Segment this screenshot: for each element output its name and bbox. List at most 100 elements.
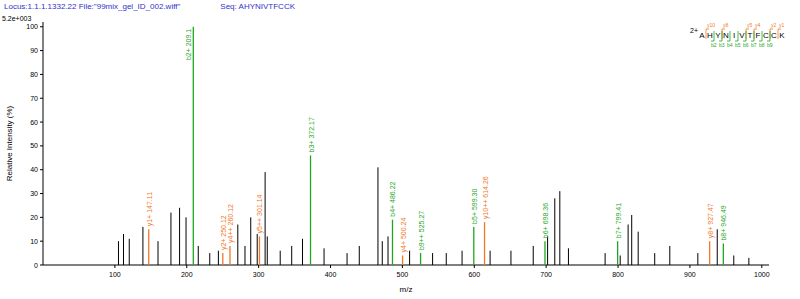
peak: [388, 236, 389, 265]
residue: I: [733, 31, 735, 40]
x-tick-label: 200: [181, 271, 193, 278]
peak: [123, 234, 124, 265]
x-tick-label: 1000: [754, 271, 770, 278]
peak: [179, 208, 180, 265]
peak-label: b2+ 209.1: [185, 29, 192, 60]
peak: [280, 251, 281, 265]
y-tick-label: 30: [30, 190, 38, 197]
residue: N: [723, 31, 729, 40]
y-mark-label: y4: [755, 22, 761, 28]
residue: T: [748, 31, 753, 40]
b-mark: [743, 31, 746, 41]
y-mark: [706, 29, 709, 39]
y-tick-label: 40: [30, 166, 38, 173]
y-tick-label: 90: [30, 47, 38, 54]
peak-label: b5+ 599.30: [471, 189, 478, 224]
peak: [709, 241, 710, 265]
peak: [473, 227, 474, 265]
peak: [617, 241, 618, 265]
peak: [193, 27, 194, 265]
b-mark: [711, 31, 714, 41]
peaks: [118, 27, 748, 265]
peak: [310, 155, 311, 265]
y-tick-label: 20: [30, 214, 38, 221]
x-tick-label: 600: [468, 271, 480, 278]
y-axis: [43, 22, 44, 265]
b-mark-label: b4: [727, 42, 733, 48]
charge: 2+: [690, 27, 698, 34]
peak-label: b9++ 525.27: [418, 211, 425, 250]
peak: [669, 246, 670, 265]
peak: [382, 241, 383, 265]
b-mark-label: b8: [759, 42, 765, 48]
peak: [267, 236, 268, 265]
b-mark: [719, 31, 722, 41]
y-mark-label: y2: [771, 22, 777, 28]
peak: [620, 255, 621, 265]
peak: [244, 246, 245, 265]
peak: [697, 253, 698, 265]
x-tick-label: 400: [325, 271, 337, 278]
residue: V: [739, 31, 745, 40]
x-axis-label: m/z: [400, 285, 413, 294]
b-mark-label: b7: [751, 42, 757, 48]
x-tick-label: 800: [612, 271, 624, 278]
b-mark-label: b2: [711, 42, 717, 48]
peak-label: y4++ 260.12: [227, 204, 235, 243]
residue: C: [763, 31, 769, 40]
y-mark: [722, 29, 725, 39]
peak-label: y4+ 500.24: [400, 218, 408, 253]
y-tick-label: 80: [30, 71, 38, 78]
peak: [142, 227, 143, 265]
peak: [218, 251, 219, 265]
peak: [209, 253, 210, 265]
peak-label: y1+ 147.11: [146, 192, 154, 226]
b-mark-label: b5: [735, 42, 741, 48]
b-mark: [751, 31, 754, 41]
chart: Locus:1.1.1.1332.22 File:"99mix_gel_ID_0…: [0, 0, 800, 299]
x-tick-label: 300: [253, 271, 265, 278]
peak: [409, 251, 410, 265]
peak: [605, 253, 606, 265]
peak-label: y8+ 927.47: [707, 203, 715, 238]
subtitle: Seq: AHYNIVTFCCK: [220, 2, 295, 11]
peak: [554, 198, 555, 265]
peak: [302, 239, 303, 265]
peak-label: b6+ 698.36: [542, 203, 549, 238]
x-tick-label: 900: [684, 271, 696, 278]
peak: [198, 246, 199, 265]
peak: [237, 225, 238, 266]
x-axis: [43, 265, 769, 266]
y-mark-label: y10: [707, 22, 715, 28]
residue: Y: [715, 31, 721, 40]
residue: C: [771, 31, 777, 40]
b-mark-label: b3: [719, 42, 725, 48]
peak: [568, 248, 569, 265]
peak: [158, 241, 159, 265]
peak: [631, 215, 632, 265]
y-axis-label: Relative Intensity (%): [5, 105, 14, 181]
peak: [533, 246, 534, 265]
peak: [446, 253, 447, 265]
y-tick-label: 60: [30, 119, 38, 126]
y-mark-label: y8: [723, 22, 729, 28]
b-mark: [767, 31, 770, 41]
b-mark: [735, 31, 738, 41]
b-mark: [727, 31, 730, 41]
peak: [148, 229, 149, 265]
b-mark-label: b6: [743, 42, 749, 48]
peak: [462, 251, 463, 265]
x-tick-label: 700: [540, 271, 552, 278]
residue: K: [779, 31, 785, 40]
peak: [544, 241, 545, 265]
peak: [717, 229, 718, 265]
peak: [118, 241, 119, 265]
b-mark: [759, 31, 762, 41]
residue: F: [756, 31, 761, 40]
y-mark-label: y5: [747, 22, 753, 28]
y-tick-label: 70: [30, 95, 38, 102]
peak: [129, 239, 130, 265]
peak: [547, 236, 548, 265]
peak-label: b8+ 946.49: [720, 205, 727, 240]
b-mark-label: b9: [767, 42, 773, 48]
